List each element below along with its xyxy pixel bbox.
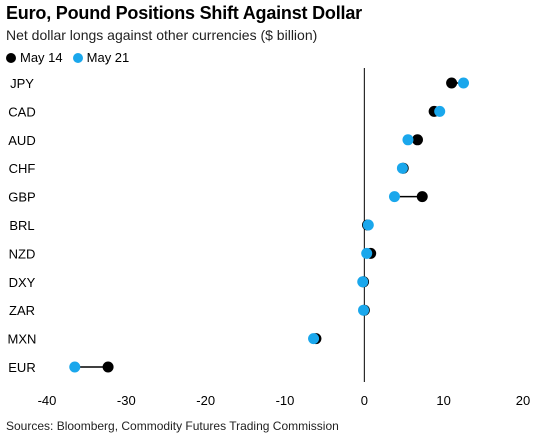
chart-subtitle: Net dollar longs against other currencie… xyxy=(6,27,318,43)
category-label: EUR xyxy=(8,360,35,375)
category-label: JPY xyxy=(10,76,34,91)
category-label: NZD xyxy=(9,246,36,261)
category-label: ZAR xyxy=(9,303,35,318)
dot-may21 xyxy=(362,219,374,231)
dot-may21 xyxy=(357,276,369,288)
legend-swatch-may21 xyxy=(72,52,83,63)
dot-may14 xyxy=(446,77,458,89)
category-label: AUD xyxy=(8,133,35,148)
x-tick-label: 10 xyxy=(436,393,450,408)
legend: May 14 May 21 xyxy=(6,50,139,65)
dot-may21 xyxy=(388,191,400,203)
dot-may21 xyxy=(402,134,414,146)
category-label: CHF xyxy=(9,161,36,176)
x-tick-label: -30 xyxy=(117,393,136,408)
dot-may21 xyxy=(308,333,320,345)
dot-may14 xyxy=(416,191,428,203)
dot-may21 xyxy=(69,361,81,373)
x-tick-label: -20 xyxy=(196,393,215,408)
dot-may14 xyxy=(411,134,423,146)
dot-may21 xyxy=(458,77,469,89)
dot-may21 xyxy=(361,247,373,259)
category-label: GBP xyxy=(8,190,35,205)
category-label: BRL xyxy=(9,218,34,233)
category-label: DXY xyxy=(9,275,36,290)
dot-may21 xyxy=(396,162,408,174)
x-tick-label: -40 xyxy=(38,393,57,408)
legend-label-may21: May 21 xyxy=(86,50,130,65)
source-note: Sources: Bloomberg, Commodity Futures Tr… xyxy=(6,419,339,433)
dot-may21 xyxy=(358,304,370,316)
legend-label-may14: May 14 xyxy=(20,50,63,65)
legend-item-may21: May 21 xyxy=(72,50,130,65)
dot-may21 xyxy=(434,105,446,117)
category-label: MXN xyxy=(8,332,37,347)
legend-swatch-may14 xyxy=(6,52,16,63)
category-label: CAD xyxy=(8,104,35,119)
legend-item-may14: May 14 xyxy=(6,50,63,65)
chart-title: Euro, Pound Positions Shift Against Doll… xyxy=(6,3,362,23)
x-tick-label: -10 xyxy=(276,393,295,408)
dot-may14 xyxy=(102,361,114,373)
x-tick-label: 20 xyxy=(516,393,530,408)
x-tick-label: 0 xyxy=(361,393,368,408)
